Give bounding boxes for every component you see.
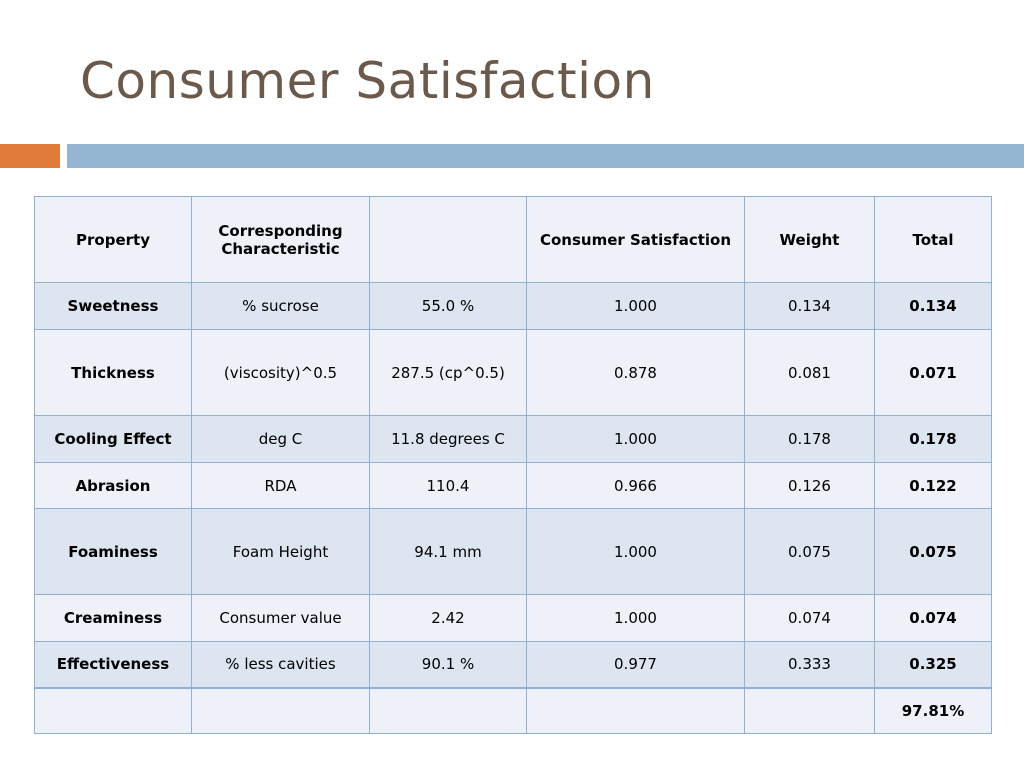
cell-satisfaction: 0.966 [526,462,745,509]
cell-value: 94.1 mm [369,508,527,595]
table-row: Effectiveness % less cavities 90.1 % 0.9… [34,641,992,688]
cell-satisfaction: 1.000 [526,508,745,595]
cell-satisfaction: 0.878 [526,329,745,416]
cell-total: 0.122 [874,462,992,509]
cell-weight: 0.333 [744,641,875,688]
cell-satisfaction: 1.000 [526,415,745,463]
cell-empty [744,686,875,734]
accent-bar-orange [0,144,60,168]
header-weight: Weight [744,196,875,283]
cell-value: 110.4 [369,462,527,509]
cell-empty [526,686,745,734]
table-row: Abrasion RDA 110.4 0.966 0.126 0.122 [34,462,992,509]
cell-weight: 0.075 [744,508,875,595]
cell-total: 0.074 [874,594,992,642]
cell-empty [369,686,527,734]
consumer-satisfaction-table: Property Corresponding Characteristic Co… [34,196,992,734]
cell-grand-total: 97.81% [874,686,992,734]
cell-value: 11.8 degrees C [369,415,527,463]
header-property: Property [34,196,192,283]
table-row: Sweetness % sucrose 55.0 % 1.000 0.134 0… [34,282,992,330]
cell-property: Abrasion [34,462,192,509]
cell-empty [191,686,370,734]
cell-value: 2.42 [369,594,527,642]
cell-total: 0.134 [874,282,992,330]
table-row: Foaminess Foam Height 94.1 mm 1.000 0.07… [34,508,992,595]
cell-characteristic: deg C [191,415,370,463]
cell-total: 0.325 [874,641,992,688]
cell-satisfaction: 1.000 [526,282,745,330]
cell-weight: 0.178 [744,415,875,463]
cell-total: 0.071 [874,329,992,416]
cell-characteristic: RDA [191,462,370,509]
cell-value: 55.0 % [369,282,527,330]
cell-empty [34,686,192,734]
cell-satisfaction: 0.977 [526,641,745,688]
cell-weight: 0.134 [744,282,875,330]
cell-total: 0.178 [874,415,992,463]
table-row: Cooling Effect deg C 11.8 degrees C 1.00… [34,415,992,463]
table-row: Creaminess Consumer value 2.42 1.000 0.0… [34,594,992,642]
header-consumer-satisfaction: Consumer Satisfaction [526,196,745,283]
accent-bar-blue [67,144,1024,168]
cell-value: 287.5 (cp^0.5) [369,329,527,416]
table-header-row: Property Corresponding Characteristic Co… [34,196,992,283]
cell-satisfaction: 1.000 [526,594,745,642]
cell-weight: 0.126 [744,462,875,509]
cell-property: Sweetness [34,282,192,330]
cell-characteristic: Consumer value [191,594,370,642]
cell-characteristic: % sucrose [191,282,370,330]
cell-characteristic: (viscosity)^0.5 [191,329,370,416]
cell-weight: 0.081 [744,329,875,416]
cell-characteristic: % less cavities [191,641,370,688]
table-row: Thickness (viscosity)^0.5 287.5 (cp^0.5)… [34,329,992,416]
cell-characteristic: Foam Height [191,508,370,595]
cell-property: Cooling Effect [34,415,192,463]
header-total: Total [874,196,992,283]
table-summary-row: 97.81% [34,686,992,734]
cell-total: 0.075 [874,508,992,595]
cell-property: Foaminess [34,508,192,595]
slide-title: Consumer Satisfaction [80,52,655,110]
header-characteristic: Corresponding Characteristic [191,196,370,283]
cell-property: Thickness [34,329,192,416]
cell-value: 90.1 % [369,641,527,688]
cell-property: Creaminess [34,594,192,642]
header-value [369,196,527,283]
cell-property: Effectiveness [34,641,192,688]
cell-weight: 0.074 [744,594,875,642]
